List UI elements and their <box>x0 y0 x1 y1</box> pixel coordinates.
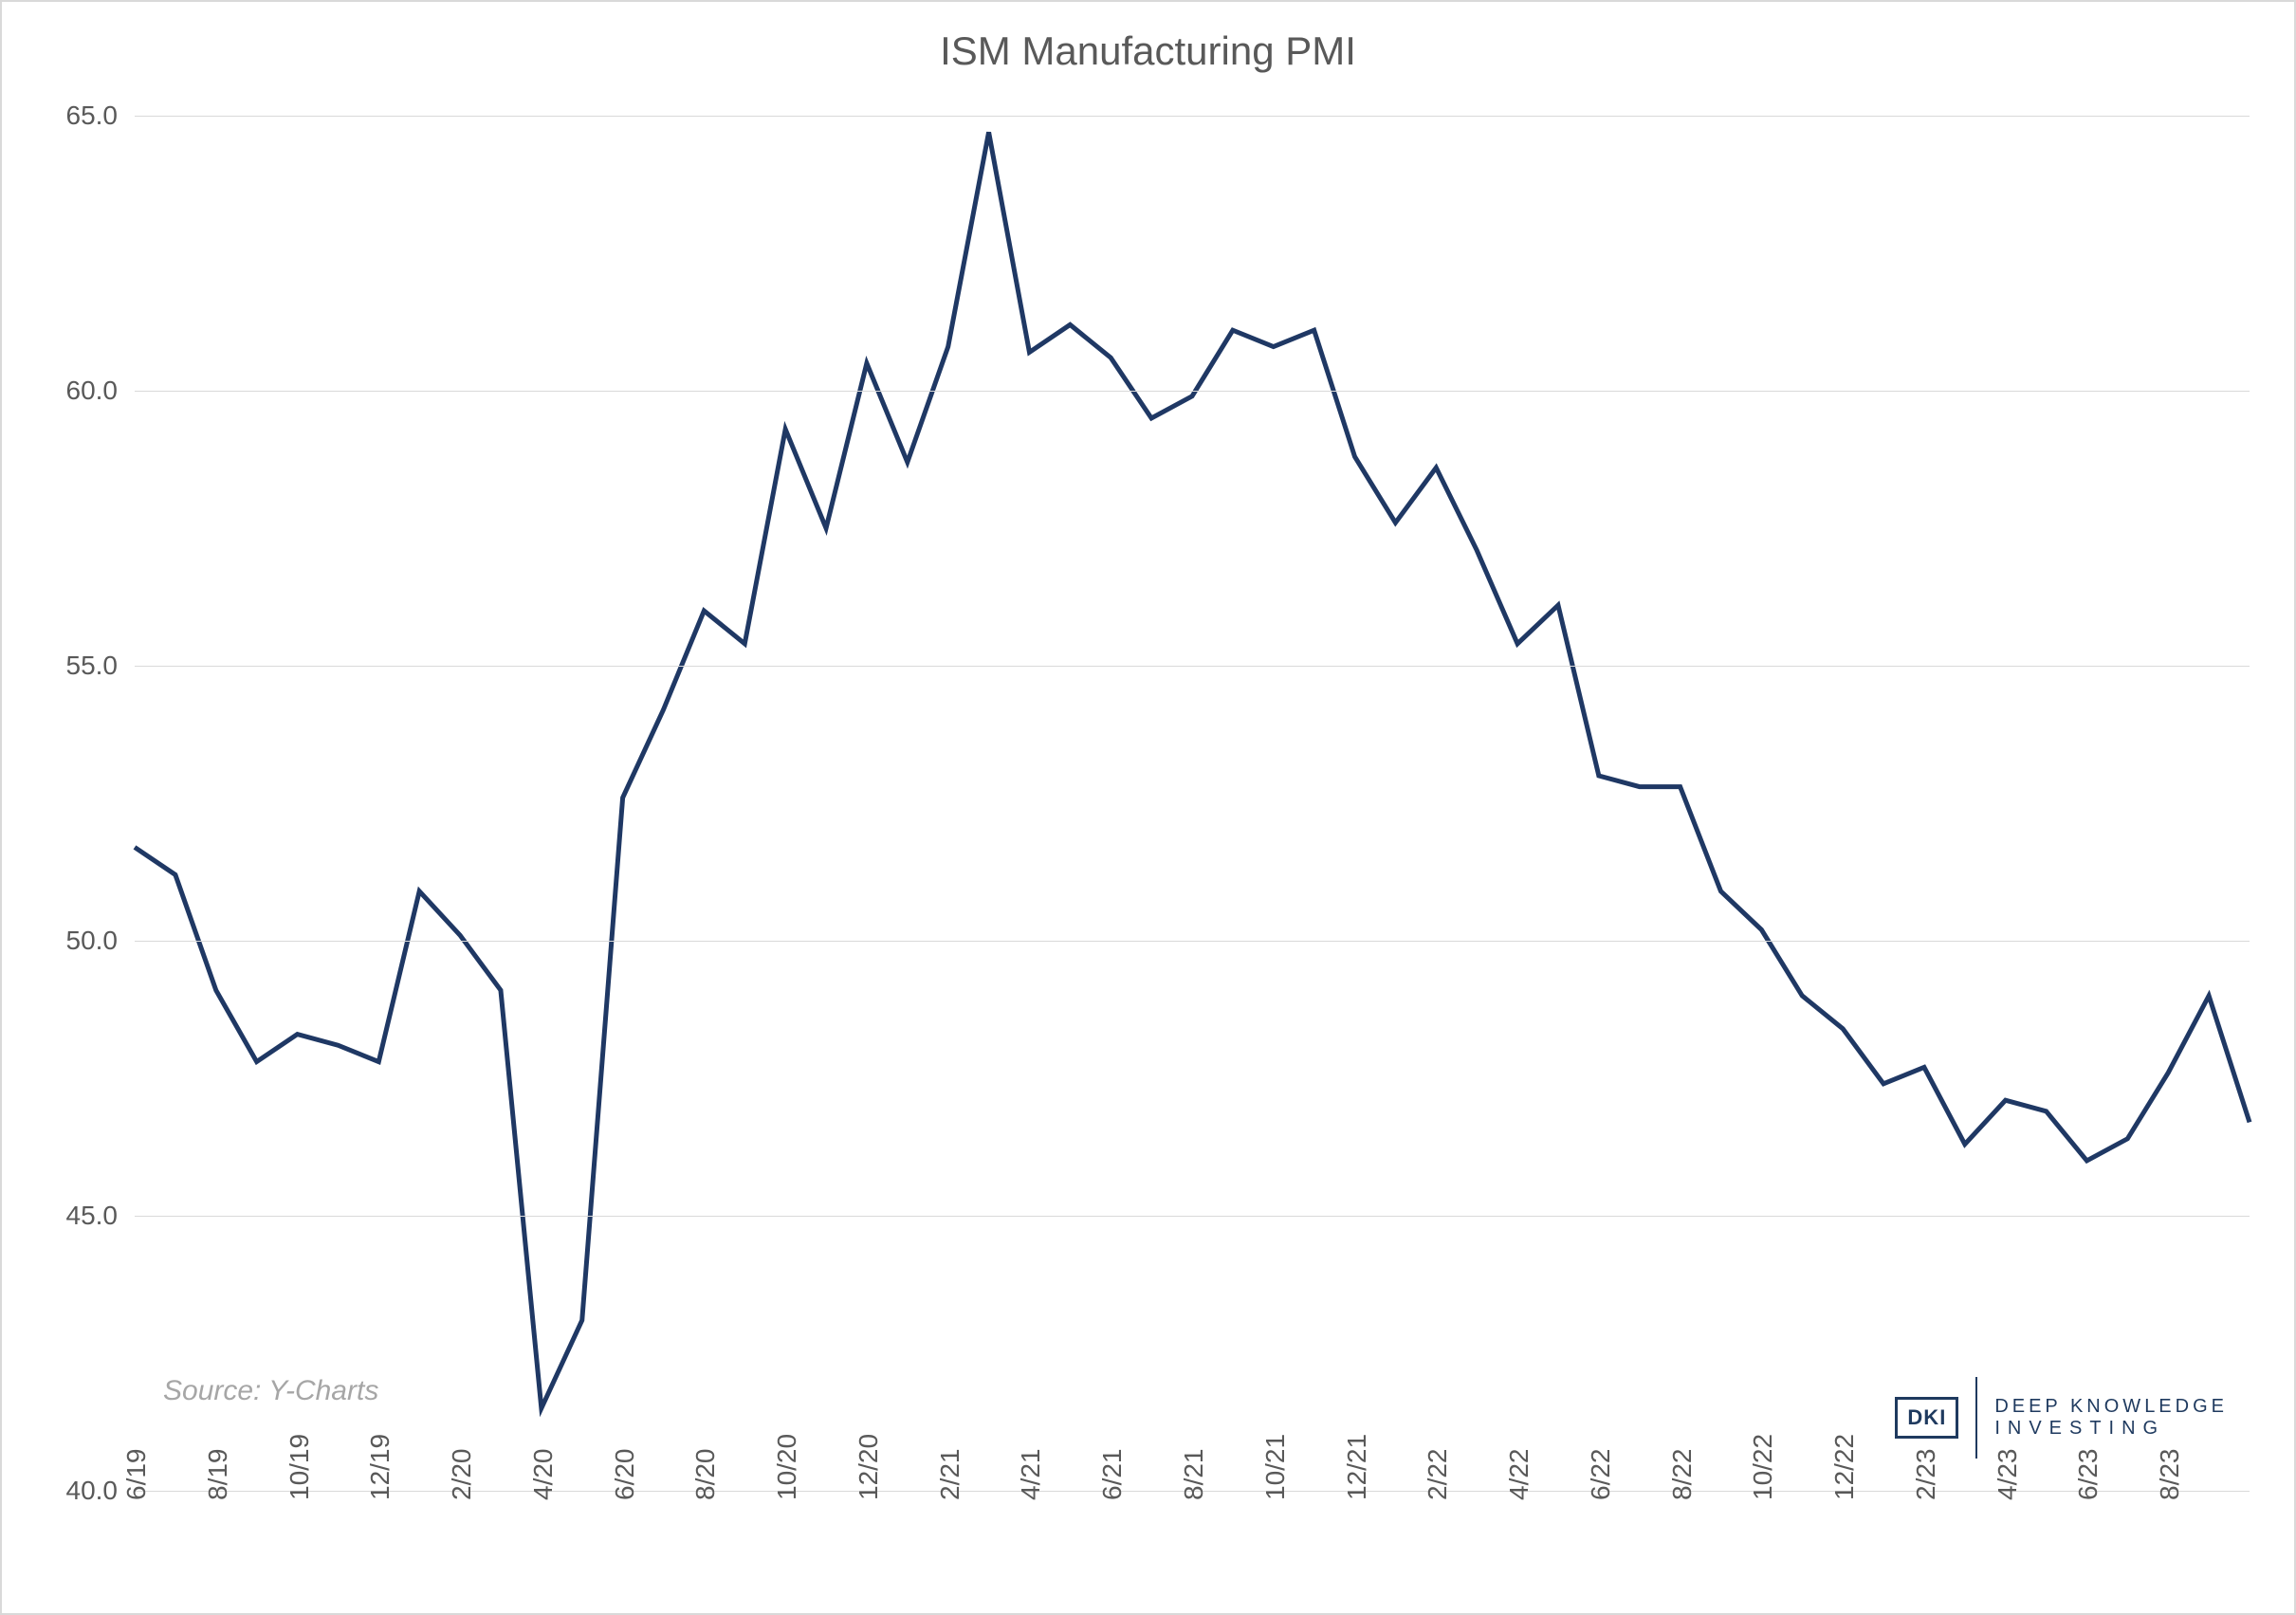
y-axis-tick-label: 55.0 <box>66 651 136 681</box>
x-axis-tick-label: 10/20 <box>772 1434 802 1500</box>
x-axis-tick-label: 2/20 <box>447 1449 477 1501</box>
x-axis-tick-label: 12/20 <box>854 1434 884 1500</box>
gridline <box>135 666 2250 667</box>
gridline <box>135 116 2250 117</box>
x-axis-tick-label: 6/21 <box>1097 1449 1128 1501</box>
gridline <box>135 391 2250 392</box>
chart-title: ISM Manufacturing PMI <box>2 28 2294 74</box>
x-axis-tick-label: 4/20 <box>528 1449 559 1501</box>
x-axis-tick-label: 4/23 <box>1993 1449 2023 1501</box>
x-axis-tick-label: 6/20 <box>610 1449 640 1501</box>
x-axis-tick-label: 10/22 <box>1748 1434 1778 1500</box>
x-axis-tick-label: 12/21 <box>1342 1434 1372 1500</box>
x-axis-tick-label: 8/19 <box>203 1449 233 1501</box>
x-axis-tick-label: 6/23 <box>2073 1449 2103 1501</box>
y-axis-tick-label: 50.0 <box>66 926 136 956</box>
y-axis-tick-label: 60.0 <box>66 376 136 406</box>
x-axis-tick-label: 8/21 <box>1179 1449 1209 1501</box>
logo-line2: INVESTING <box>1994 1418 2228 1440</box>
logo-divider <box>1975 1377 1977 1459</box>
logo-text: DEEP KNOWLEDGE INVESTING <box>1994 1396 2228 1440</box>
pmi-line-path <box>135 132 2250 1408</box>
y-axis-tick-label: 65.0 <box>66 101 136 131</box>
logo-mark: DKI <box>1895 1397 1958 1439</box>
x-axis-tick-label: 4/21 <box>1016 1449 1046 1501</box>
x-axis-tick-label: 6/19 <box>121 1449 152 1501</box>
x-axis-tick-label: 10/21 <box>1260 1434 1291 1500</box>
x-axis-tick-label: 4/22 <box>1504 1449 1534 1501</box>
x-axis-tick-label: 8/22 <box>1667 1449 1698 1501</box>
x-axis-tick-label: 6/22 <box>1586 1449 1616 1501</box>
x-axis-tick-label: 10/19 <box>285 1434 315 1500</box>
brand-logo: DKI DEEP KNOWLEDGE INVESTING <box>1895 1396 2228 1440</box>
source-note: Source: Y-Charts <box>163 1375 378 1407</box>
line-series-svg <box>135 116 2250 1491</box>
x-axis-tick-label: 2/22 <box>1423 1449 1453 1501</box>
x-axis-tick-label: 8/20 <box>690 1449 721 1501</box>
x-axis-tick-label: 2/23 <box>1911 1449 1941 1501</box>
x-axis-tick-label: 8/23 <box>2155 1449 2185 1501</box>
x-axis-tick-label: 12/22 <box>1829 1434 1860 1500</box>
chart-container: ISM Manufacturing PMI 40.045.050.055.060… <box>0 0 2296 1615</box>
gridline <box>135 1216 2250 1217</box>
logo-line1: DEEP KNOWLEDGE <box>1994 1396 2228 1418</box>
x-axis-tick-label: 12/19 <box>365 1434 395 1500</box>
x-axis-tick-label: 2/21 <box>935 1449 965 1501</box>
plot-area: 40.045.050.055.060.065.06/198/1910/1912/… <box>135 116 2250 1491</box>
y-axis-tick-label: 45.0 <box>66 1201 136 1231</box>
gridline <box>135 941 2250 942</box>
